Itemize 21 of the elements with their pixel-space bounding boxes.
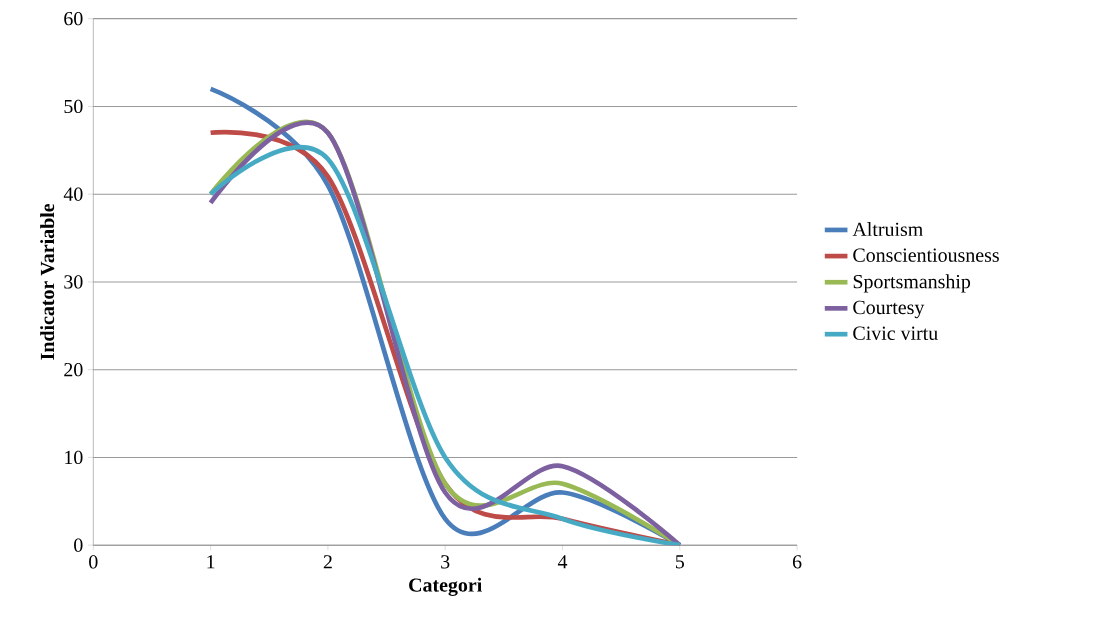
x-tick-label: 1 bbox=[207, 555, 215, 569]
y-axis-title: Indicator Variable bbox=[40, 204, 55, 360]
y-tick-label: 0 bbox=[74, 538, 83, 552]
y-tick-label: 20 bbox=[64, 363, 83, 377]
x-tick-label: 3 bbox=[441, 555, 450, 569]
x-tick-label: 4 bbox=[557, 555, 568, 569]
legend-label: Sportsmanship bbox=[853, 274, 971, 293]
y-tick-label: 60 bbox=[64, 12, 83, 26]
y-tick-label: 50 bbox=[64, 99, 83, 114]
legend-label: Civic virtu bbox=[853, 326, 938, 341]
legend-label: Conscientiousness bbox=[853, 248, 999, 262]
y-tick-label: 30 bbox=[64, 275, 83, 289]
y-tick-label: 10 bbox=[65, 450, 83, 465]
x-tick-label: 6 bbox=[792, 555, 802, 569]
x-tick-label: 0 bbox=[89, 555, 98, 569]
x-axis-title: Categori bbox=[409, 577, 482, 597]
legend-label: Altruism bbox=[852, 222, 923, 237]
x-tick-label: 2 bbox=[323, 555, 332, 569]
x-tick-label: 5 bbox=[675, 555, 684, 569]
legend-label: Courtesy bbox=[853, 300, 925, 319]
y-tick-label: 40 bbox=[63, 187, 83, 201]
